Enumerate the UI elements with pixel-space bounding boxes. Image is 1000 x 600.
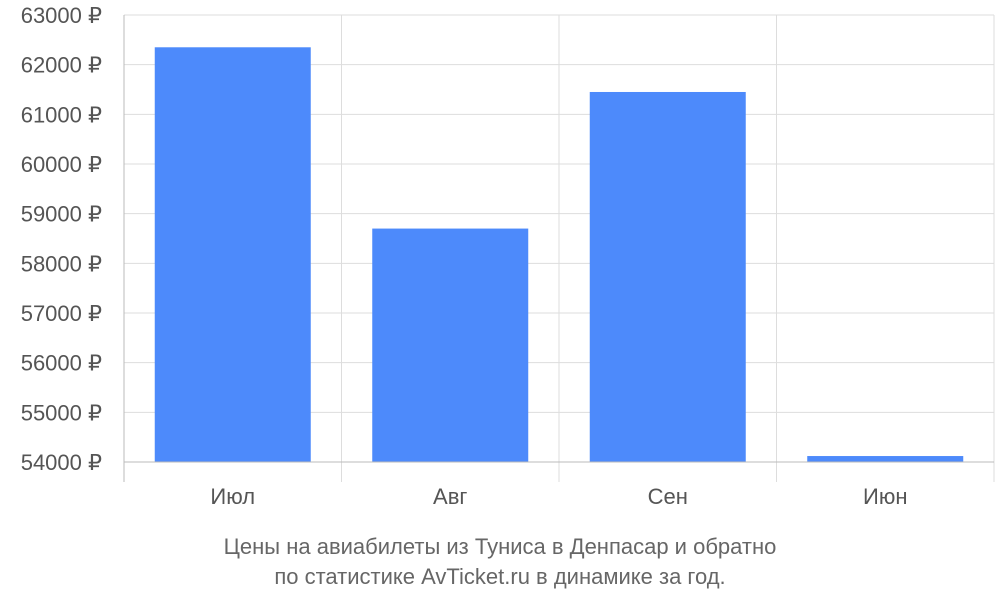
bar-1 [154, 47, 311, 463]
y-tick-label: 59000 ₽ [21, 202, 102, 227]
bar-4 [807, 456, 964, 462]
y-tick-label: 54000 ₽ [21, 450, 102, 475]
bar-2 [372, 228, 529, 462]
y-tick-label: 63000 ₽ [21, 3, 102, 28]
x-category-label: Авг [433, 484, 467, 509]
y-tick-label: 56000 ₽ [21, 351, 102, 376]
bar-chart: 54000 ₽ 55000 ₽ 56000 ₽ 57000 ₽ 58000 ₽ 59000… [21, 3, 995, 509]
chart-caption-line-1: Цены на авиабилеты из Туниса в Денпасар … [223, 534, 777, 559]
y-tick-label: 55000 ₽ [21, 400, 102, 425]
axes [123, 15, 994, 482]
bar-3 [589, 91, 746, 462]
y-tick-labels: 54000 ₽ 55000 ₽ 56000 ₽ 57000 ₽ 58000 ₽ 59000… [21, 3, 102, 475]
chart-caption-line-2: по статистике AvTicket.ru в динамике за … [274, 564, 726, 589]
y-tick-label: 60000 ₽ [21, 152, 102, 177]
y-tick-label: 62000 ₽ [21, 53, 102, 78]
y-tick-label: 57000 ₽ [21, 301, 102, 326]
x-category-label: Июл [210, 484, 255, 509]
y-tick-label: 61000 ₽ [21, 102, 102, 127]
x-category-label: Июн [863, 484, 907, 509]
bars [154, 47, 964, 463]
y-tick-label: 58000 ₽ [21, 251, 102, 276]
x-category-label: Сен [648, 484, 688, 509]
x-category-labels: Июл Авг Сен Июн [210, 484, 907, 509]
